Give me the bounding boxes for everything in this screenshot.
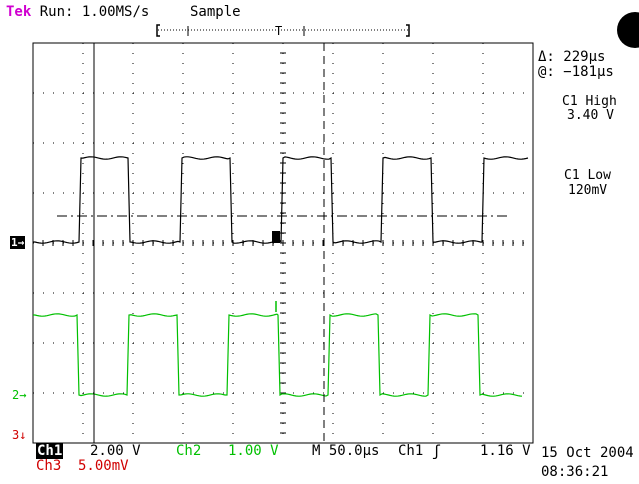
ch3-scale: 5.00mV [78, 458, 129, 474]
trigger-source: Ch1 [398, 443, 424, 459]
record-window-left-bracket [156, 24, 160, 37]
date: 15 Oct 2004 [541, 445, 634, 461]
record-position-bar: T [156, 24, 410, 38]
trigger-slope-icon: ʃ [432, 442, 442, 460]
cursor-lines[interactable] [93, 43, 325, 443]
cursor-delta-readout: Δ: 229µs [538, 49, 606, 65]
measurement-high-label: C1 High [562, 94, 617, 109]
timebase[interactable]: M 50.0µs [312, 443, 380, 459]
ch1-ground-marker[interactable]: 1→ [10, 236, 26, 249]
menu-knob-icon[interactable] [617, 12, 639, 48]
record-window-right-bracket [406, 24, 410, 37]
trigger-point-marker [272, 231, 280, 243]
ch1-label[interactable]: Ch1 [36, 443, 64, 459]
measurement-low-value: 120mV [568, 183, 608, 198]
graticule [32, 42, 534, 444]
trigger-level[interactable]: 1.16 V [480, 443, 531, 459]
ch2-ground-marker[interactable]: 2→ [12, 388, 27, 402]
ch1-trace [33, 156, 529, 244]
measurement-high-value: 3.40 V [567, 108, 614, 123]
trigger-position-icon: T [275, 24, 282, 38]
ch3-label[interactable]: Ch3 [36, 458, 62, 474]
brand-label: Tek [6, 4, 32, 20]
ch3-ground-marker[interactable]: 3↓ [12, 428, 27, 442]
measurement-low-label: C1 Low [564, 168, 611, 183]
waveform-traces [33, 156, 529, 397]
cursor-position-readout: @: −181µs [538, 64, 614, 80]
ch2-label[interactable]: Ch2 [176, 443, 202, 459]
acquisition-mode: Sample [190, 4, 241, 20]
ch1-scale: 2.00 V [90, 443, 141, 459]
ch2-scale: 1.00 V [228, 443, 279, 459]
time: 08:36:21 [541, 464, 609, 480]
run-status: Run: 1.00MS/s [39, 4, 150, 20]
ch2-trace [33, 313, 523, 397]
